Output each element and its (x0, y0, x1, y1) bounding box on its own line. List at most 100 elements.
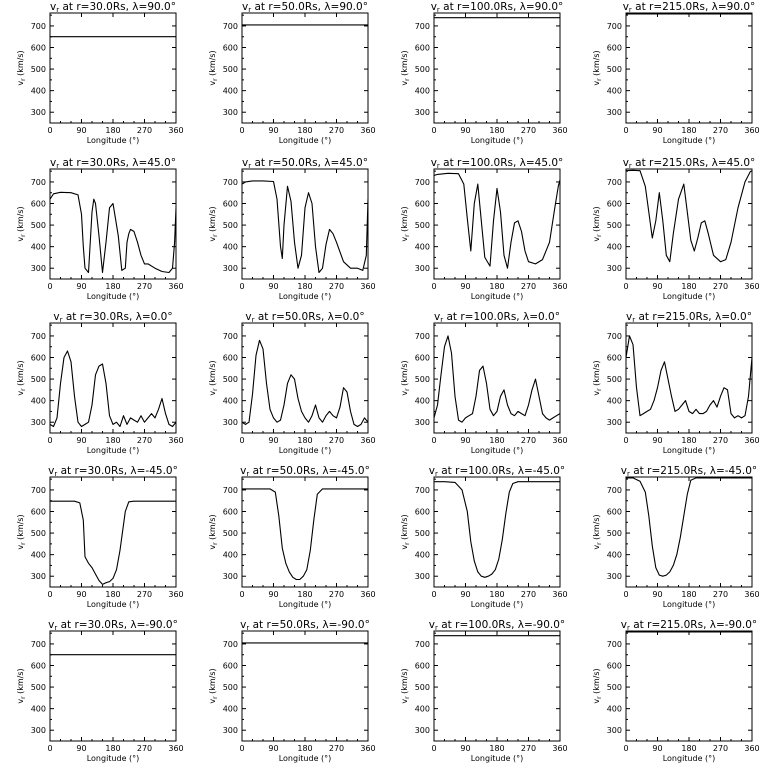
plot-frame (625, 12, 753, 124)
x-tick-label: 90 (652, 436, 662, 445)
x-tick-label: 360 (552, 744, 567, 753)
subplot-12: vr at r=215.0Rs, λ=0.0° 0 90 180 270 360 300 40… (592, 311, 760, 455)
subplot-title: vr at r=215.0Rs, λ=45.0° (623, 157, 756, 170)
x-tick-label: 270 (329, 126, 344, 135)
y-tick-label: 400 (607, 243, 622, 252)
x-axis-label: Longitude (°) (87, 754, 140, 763)
x-tick-label: 360 (168, 590, 183, 599)
subplot-title: vr at r=30.0Rs, λ=90.0° (50, 1, 176, 14)
x-tick-label: 360 (168, 436, 183, 445)
x-axis-label: Longitude (°) (471, 446, 524, 455)
y-axis-label: vr (km/s) (16, 360, 27, 395)
x-axis-label: Longitude (°) (279, 136, 332, 145)
x-tick-label: 0 (431, 744, 436, 753)
y-tick-label: 500 (223, 529, 238, 538)
y-tick-label: 500 (607, 65, 622, 74)
y-axis-label: vr (km/s) (208, 514, 219, 549)
y-tick-label: 500 (31, 529, 46, 538)
y-tick-label: 700 (607, 640, 622, 649)
x-tick-label: 360 (552, 436, 567, 445)
y-axis-label: vr (km/s) (208, 360, 219, 395)
x-tick-label: 90 (76, 744, 86, 753)
x-tick-label: 270 (521, 126, 536, 135)
plot-frame (433, 168, 561, 280)
x-tick-label: 0 (239, 282, 244, 291)
x-tick-label: 180 (297, 436, 312, 445)
y-tick-label: 300 (31, 726, 46, 735)
x-tick-label: 180 (297, 282, 312, 291)
y-tick-label: 600 (31, 508, 46, 517)
subplot-5: vr at r=30.0Rs, λ=45.0° 0 90 180 270 360 300 40… (16, 157, 184, 301)
y-tick-label: 300 (223, 572, 238, 581)
x-tick-label: 0 (239, 126, 244, 135)
x-tick-label: 0 (47, 126, 52, 135)
x-tick-label: 90 (460, 126, 470, 135)
y-tick-label: 600 (31, 200, 46, 209)
x-tick-label: 180 (489, 126, 504, 135)
y-tick-label: 500 (31, 65, 46, 74)
x-tick-label: 90 (268, 436, 278, 445)
y-tick-label: 300 (415, 108, 430, 117)
y-tick-label: 500 (415, 683, 430, 692)
x-tick-label: 360 (744, 590, 759, 599)
y-tick-label: 300 (223, 418, 238, 427)
subplot-1: vr at r=30.0Rs, λ=90.0° 0 90 180 270 360 300 40… (16, 1, 184, 145)
x-tick-label: 360 (360, 590, 375, 599)
x-tick-label: 90 (460, 282, 470, 291)
x-axis-label: Longitude (°) (663, 446, 716, 455)
x-tick-label: 270 (521, 744, 536, 753)
x-tick-label: 360 (360, 436, 375, 445)
x-tick-label: 180 (105, 436, 120, 445)
series-line (626, 477, 752, 577)
x-tick-label: 360 (360, 126, 375, 135)
plot-frame (625, 630, 753, 742)
x-tick-label: 180 (297, 126, 312, 135)
y-tick-label: 700 (31, 332, 46, 341)
x-tick-label: 270 (521, 282, 536, 291)
x-tick-label: 180 (489, 436, 504, 445)
x-tick-label: 360 (552, 282, 567, 291)
x-tick-label: 180 (681, 126, 696, 135)
y-axis-label: vr (km/s) (208, 206, 219, 241)
y-tick-label: 600 (607, 662, 622, 671)
y-tick-label: 500 (415, 375, 430, 384)
y-axis-label: vr (km/s) (592, 50, 603, 85)
subplot-3: vr at r=100.0Rs, λ=90.0° 0 90 180 270 360 300 4… (400, 1, 568, 145)
y-axis-label: vr (km/s) (592, 668, 603, 703)
y-tick-label: 400 (223, 87, 238, 96)
x-tick-label: 0 (623, 744, 628, 753)
x-tick-label: 360 (744, 744, 759, 753)
x-tick-label: 180 (105, 744, 120, 753)
subplot-7: vr at r=100.0Rs, λ=45.0° 0 90 180 270 360 300 4… (400, 157, 568, 301)
x-tick-label: 90 (652, 126, 662, 135)
x-axis-label: Longitude (°) (663, 292, 716, 301)
subplot-8: vr at r=215.0Rs, λ=45.0° 0 90 180 270 360 300 4… (592, 157, 760, 301)
y-axis-label: vr (km/s) (400, 514, 411, 549)
y-tick-label: 400 (607, 397, 622, 406)
plot-frame (241, 322, 369, 434)
y-tick-label: 700 (415, 332, 430, 341)
plot-frame (241, 12, 369, 124)
x-tick-label: 360 (552, 126, 567, 135)
y-tick-label: 500 (607, 221, 622, 230)
y-tick-label: 400 (223, 397, 238, 406)
y-tick-label: 300 (415, 418, 430, 427)
plot-frame (241, 630, 369, 742)
x-tick-label: 270 (137, 282, 152, 291)
x-tick-label: 90 (652, 282, 662, 291)
y-tick-label: 500 (415, 529, 430, 538)
y-tick-label: 300 (607, 572, 622, 581)
y-tick-label: 400 (607, 705, 622, 714)
x-tick-label: 90 (268, 590, 278, 599)
y-axis-label: vr (km/s) (592, 514, 603, 549)
y-axis-label: vr (km/s) (16, 668, 27, 703)
subplot-title: vr at r=30.0Rs, λ=45.0° (50, 157, 176, 170)
y-tick-label: 700 (223, 332, 238, 341)
y-tick-label: 400 (415, 397, 430, 406)
x-tick-label: 270 (713, 590, 728, 599)
x-tick-label: 270 (329, 590, 344, 599)
x-tick-label: 0 (431, 436, 436, 445)
x-tick-label: 360 (360, 744, 375, 753)
x-tick-label: 90 (652, 590, 662, 599)
subplot-20: vr at r=215.0Rs, λ=-90.0° 0 90 180 270 360 300… (592, 619, 760, 763)
